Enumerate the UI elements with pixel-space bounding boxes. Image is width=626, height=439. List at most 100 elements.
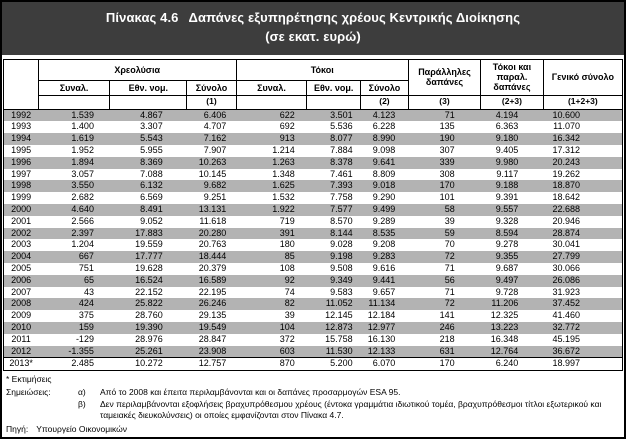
value-cell: 4.640 (71, 204, 94, 215)
value-cell: 9.028 (330, 239, 353, 250)
value-cell: 1.532 (272, 192, 295, 203)
value-cell: 20.946 (552, 215, 580, 226)
table-row: 2002 2.397 17.883 20.280 391 8.144 8.535 59 8.59… (3, 227, 623, 240)
code-blank (37, 94, 111, 110)
year-cell: 2013* (3, 357, 39, 371)
value-cell: 9.497 (495, 274, 519, 285)
table-row: 1994 1.619 5.543 7.162 913 8.077 8.990 190 9.180… (3, 133, 623, 146)
value-cell: 170 (408, 357, 481, 371)
value-cell: 913 (279, 133, 295, 144)
value-cell: 6.569 (140, 192, 163, 203)
year-cell: 2007 (11, 286, 32, 297)
value-cell: 9.687 (495, 263, 519, 274)
value-cell: 9.052 (140, 215, 163, 226)
code-blank (235, 94, 308, 110)
value-cell: 8.809 (372, 168, 396, 179)
value-cell: 17.312 (552, 145, 580, 156)
estimates-footnote: * Εκτιμήσεις (6, 374, 52, 385)
value-cell: 9.583 (330, 286, 353, 297)
value-cell: 85 (284, 251, 295, 262)
notes-label: Σημειώσεις: (6, 387, 51, 398)
value-cell: 23.908 (198, 345, 227, 356)
group-header-row: Χρεολύσια Τόκοι Παράλληλες δαπάνες Τόκοι… (3, 58, 624, 110)
year-cell: 2012 (11, 345, 32, 356)
value-cell: 16.342 (552, 133, 580, 144)
table-row: 2010 159 19.390 19.549 104 12.873 12.977 246 13.… (3, 322, 623, 334)
table-row: 2005 751 19.628 20.379 108 9.508 9.616 71 9.687 3… (4, 263, 623, 275)
value-cell: 16.589 (198, 274, 227, 285)
value-cell: 72 (444, 298, 455, 309)
value-cell: 7.461 (330, 168, 353, 179)
value-cell: 9.349 (330, 274, 353, 285)
value-cell: 20.379 (198, 263, 227, 274)
value-cell: 375 (78, 310, 94, 321)
table-row: 1999 2.682 6.569 9.251 1.532 7.758 9.290 101 9.3… (4, 192, 623, 204)
value-cell: 603 (279, 345, 295, 356)
value-cell: 631 (439, 345, 455, 356)
value-cell: 22.152 (135, 286, 163, 297)
year-cell: 2009 (11, 310, 32, 321)
value-cell: 190 (439, 133, 455, 144)
value-cell: 9.557 (495, 204, 519, 215)
sub-header-fx-1: Συναλ. (37, 79, 111, 96)
value-cell: 30.066 (552, 263, 580, 274)
value-cell: 9.641 (372, 156, 396, 167)
value-cell: 20.243 (552, 156, 580, 167)
table-row: 1997 3.057 7.088 10.145 1.348 7.461 8.809 308 9.… (4, 169, 623, 181)
table-row: 2004 667 17.777 18.444 85 9.198 9.283 72 9.355 27… (3, 251, 623, 264)
value-cell: 56 (444, 274, 455, 285)
value-cell: 27.799 (552, 251, 580, 262)
value-cell: 9.018 (372, 180, 396, 191)
value-cell: 8.990 (372, 133, 396, 144)
value-cell: 10.263 (198, 156, 227, 167)
value-cell: 12.133 (367, 345, 396, 356)
value-cell: 92 (284, 274, 295, 285)
value-cell: 10.600 (552, 109, 580, 120)
value-cell: 39 (444, 215, 455, 226)
table-body: 1992 1.539 4.867 6.406 622 3.501 4.123 71 4.194 1… (3, 109, 623, 371)
value-cell: 8.144 (330, 227, 353, 238)
note-b-text: Δεν περιλαμβάνονται εξοφλήσεις βραχυπρόθ… (100, 399, 602, 421)
year-cell: 2001 (11, 215, 32, 226)
value-cell: 1.214 (272, 145, 295, 156)
source-row: Πηγή: Υπουργείο Οικονομικών (6, 424, 620, 435)
value-cell: 751 (78, 263, 94, 274)
year-cell: 2008 (11, 298, 32, 309)
value-cell: 372 (279, 333, 295, 344)
value-cell: 25.261 (135, 345, 163, 356)
year-cell: 1993 (11, 121, 32, 132)
value-cell: 8.570 (330, 215, 353, 226)
value-cell: 25.822 (135, 298, 163, 309)
year-cell: 2004 (11, 251, 32, 262)
value-cell: 1.348 (272, 168, 295, 179)
value-cell: 18.997 (543, 357, 623, 371)
value-cell: 6.070 (360, 357, 409, 371)
value-cell: 8.594 (495, 227, 519, 238)
table-row: 1992 1.539 4.867 6.406 622 3.501 4.123 71 4.194 1… (3, 109, 623, 122)
value-cell: 692 (279, 121, 295, 132)
code-1: (1) (186, 94, 237, 110)
value-cell: 7.758 (330, 192, 353, 203)
table-row: 2001 2.566 9.052 11.618 719 8.570 9.289 39 9.328… (4, 216, 623, 228)
value-cell: 74 (284, 286, 295, 297)
note-a-row: Σημειώσεις: α) Από το 2008 και έπειτα πε… (6, 387, 620, 398)
value-cell: 16.524 (135, 274, 163, 285)
value-cell: 246 (439, 322, 455, 333)
value-cell: 13.131 (198, 204, 227, 215)
value-cell: 159 (78, 322, 94, 333)
sub-header-total-1: Σύνολο (186, 79, 237, 96)
table-title-band: Πίνακας 4.6 Δαπάνες εξυπηρέτησης χρέους Κ… (2, 2, 624, 55)
value-cell: 9.208 (372, 239, 396, 250)
value-cell: 9.441 (372, 274, 396, 285)
value-cell: 9.198 (330, 251, 353, 262)
value-cell: 26.246 (198, 298, 227, 309)
value-cell: 19.628 (135, 263, 163, 274)
value-cell: 26.086 (552, 274, 580, 285)
value-cell: 9.508 (330, 263, 353, 274)
year-cell: 2002 (11, 227, 32, 238)
value-cell: 12.757 (186, 357, 237, 371)
value-cell: 719 (279, 215, 295, 226)
value-cell: 58 (444, 204, 455, 215)
value-cell: 41.460 (552, 310, 580, 321)
value-cell: 4.123 (372, 109, 396, 120)
